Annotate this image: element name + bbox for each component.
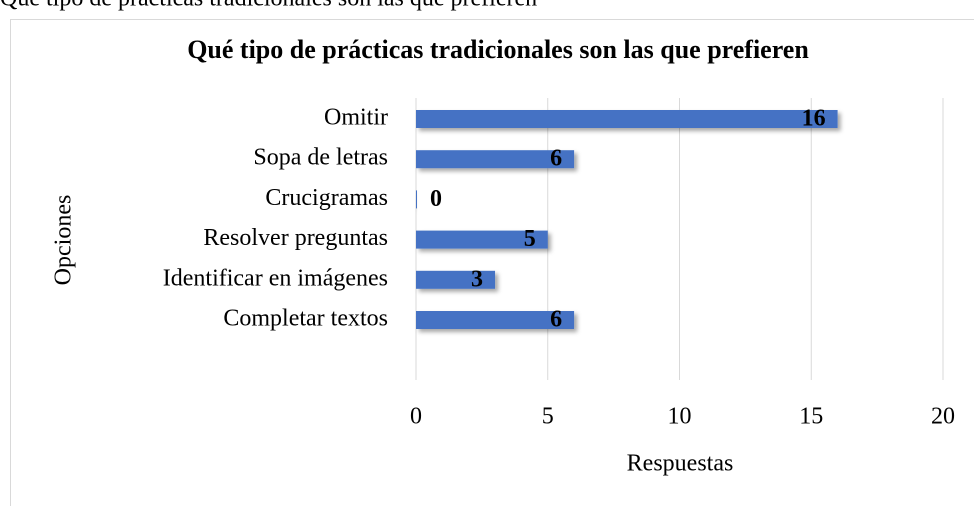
data-label: 16 — [802, 106, 826, 132]
y-tick-label: Identificar en imágenes — [163, 265, 388, 291]
bar — [416, 190, 417, 209]
bar — [416, 311, 575, 329]
x-tick-label: 10 — [668, 404, 692, 430]
y-tick-label: Crucigramas — [265, 185, 388, 211]
chart-frame — [10, 19, 974, 506]
y-tick-label: Completar textos — [223, 306, 388, 332]
x-tick-label: 0 — [410, 404, 422, 430]
y-tick-label: Sopa de letras — [253, 145, 388, 171]
data-label: 0 — [430, 186, 442, 212]
x-tick-label: 15 — [799, 404, 823, 430]
bar — [416, 270, 496, 289]
data-label: 6 — [550, 307, 562, 333]
caption: Qué tipo de prácticas tradicionales son … — [0, 0, 537, 12]
x-tick-label: 5 — [542, 404, 554, 430]
data-label: 3 — [471, 266, 483, 292]
bar — [416, 230, 548, 249]
bar — [416, 110, 838, 128]
y-axis-label: Opciones — [51, 195, 77, 286]
chart-title: Qué tipo de prácticas tradicionales son … — [187, 35, 809, 64]
y-tick-label: Resolver preguntas — [203, 225, 388, 251]
y-tick-label: Omitir — [324, 105, 388, 131]
x-axis-label: Respuestas — [627, 451, 734, 477]
bar — [416, 150, 575, 169]
data-label: 6 — [550, 146, 562, 172]
data-label: 5 — [524, 226, 536, 252]
x-tick-label: 20 — [931, 404, 955, 430]
